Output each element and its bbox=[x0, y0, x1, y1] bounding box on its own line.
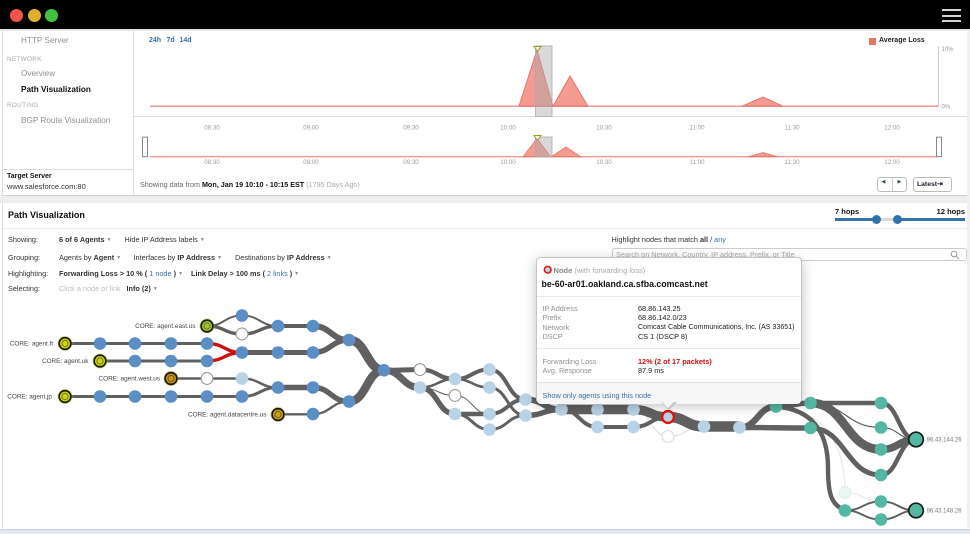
svg-text:11:00: 11:00 bbox=[689, 125, 705, 132]
svg-text:09:30: 09:30 bbox=[403, 125, 419, 132]
svg-text:10:30: 10:30 bbox=[596, 159, 612, 166]
svg-text:96.43.144.26: 96.43.144.26 bbox=[927, 438, 963, 444]
svg-text:10:00: 10:00 bbox=[500, 159, 516, 166]
svg-text:08:30: 08:30 bbox=[204, 125, 220, 132]
svg-text:11:00: 11:00 bbox=[689, 159, 705, 166]
svg-text:11:30: 11:30 bbox=[784, 125, 800, 132]
svg-text:10:00: 10:00 bbox=[500, 125, 516, 132]
svg-text:08:30: 08:30 bbox=[204, 159, 220, 166]
svg-text:12:00: 12:00 bbox=[884, 125, 900, 132]
svg-text:CORE: agent.uk: CORE: agent.uk bbox=[42, 358, 89, 365]
svg-text:0%: 0% bbox=[942, 105, 951, 111]
svg-text:09:00: 09:00 bbox=[303, 125, 319, 132]
svg-text:CORE: agent.east.us: CORE: agent.east.us bbox=[135, 323, 195, 330]
svg-text:96.43.148.26: 96.43.148.26 bbox=[927, 509, 963, 515]
svg-text:CORE: agent.datacentre.us: CORE: agent.datacentre.us bbox=[188, 411, 267, 418]
svg-text:12:00: 12:00 bbox=[884, 159, 900, 166]
svg-text:CORE: agent.jp: CORE: agent.jp bbox=[7, 394, 52, 401]
svg-text:09:30: 09:30 bbox=[403, 159, 419, 166]
svg-text:09:00: 09:00 bbox=[303, 159, 319, 166]
svg-text:CORE: agent.west.us: CORE: agent.west.us bbox=[99, 376, 160, 383]
svg-text:11:30: 11:30 bbox=[784, 159, 800, 166]
svg-text:CORE: agent.fr: CORE: agent.fr bbox=[10, 341, 55, 348]
svg-text:10%: 10% bbox=[942, 47, 955, 53]
svg-text:10:30: 10:30 bbox=[596, 125, 612, 132]
